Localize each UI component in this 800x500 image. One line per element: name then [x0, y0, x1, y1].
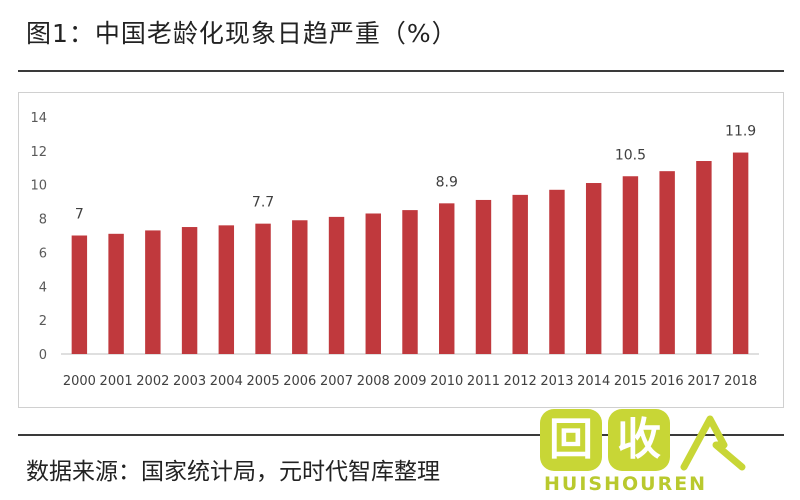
bar-2007	[328, 216, 345, 354]
bar-2008	[365, 213, 381, 354]
x-tick-label: 2017	[687, 374, 720, 389]
y-tick-label: 10	[30, 179, 47, 194]
y-tick-label: 6	[39, 246, 47, 261]
x-tick-label: 2015	[614, 374, 647, 389]
bar-2004	[218, 225, 235, 354]
data-label-2005: 7.7	[252, 195, 274, 211]
bar-2012	[512, 194, 528, 354]
bar-2014	[585, 183, 602, 354]
watermark-text: HUISHOUREN	[544, 473, 708, 495]
figure-title: 图1：中国老龄化现象日趋严重（%）	[26, 19, 458, 48]
bar-2011	[475, 199, 492, 354]
x-tick-label: 2002	[136, 374, 169, 389]
watermark-char-one: 回	[540, 409, 602, 471]
bottom-divider	[18, 434, 784, 436]
bar-2000	[71, 235, 88, 354]
bar-2010	[439, 203, 455, 354]
bar-2006	[292, 220, 308, 354]
watermark-char-two: 收	[608, 409, 670, 471]
bar-2016	[659, 171, 675, 354]
x-tick-label: 2004	[210, 374, 243, 389]
y-tick-label: 2	[39, 314, 47, 329]
x-tick-label: 2018	[724, 374, 757, 389]
data-label-2018: 11.9	[725, 124, 756, 140]
x-tick-label: 2006	[283, 374, 316, 389]
x-tick-label: 2007	[320, 374, 353, 389]
bar-2009	[402, 210, 418, 354]
data-label-2010: 8.9	[436, 174, 458, 190]
x-tick-label: 2009	[393, 374, 426, 389]
y-tick-label: 0	[39, 348, 47, 363]
bar-2001	[108, 233, 124, 354]
y-tick-label: 12	[30, 145, 47, 160]
bar-2005	[255, 223, 271, 354]
chart-area: 0 2 4 6 8 10 12 14 2000 2001 2002 2003 2004 2005 2006 2…	[18, 92, 784, 408]
x-tick-label: 2014	[577, 374, 610, 389]
x-tick-label: 2008	[357, 374, 390, 389]
y-tick-label: 4	[39, 280, 47, 295]
bar-2002	[145, 230, 161, 354]
data-label-2015: 10.5	[615, 147, 646, 163]
x-tick-label: 2000	[63, 374, 96, 389]
x-tick-label: 2010	[430, 374, 463, 389]
top-divider	[18, 70, 784, 72]
bar-2013	[549, 189, 565, 354]
data-source-note: 数据来源：国家统计局，元时代智库整理	[26, 459, 440, 485]
x-tick-label: 2016	[651, 374, 684, 389]
bar-2018	[732, 152, 749, 354]
x-tick-label: 2013	[540, 374, 573, 389]
bar-2017	[696, 161, 712, 354]
y-tick-label: 14	[30, 111, 47, 126]
x-tick-label: 2012	[504, 374, 537, 389]
x-tick-label: 2003	[173, 374, 206, 389]
watermark-logo: 回 收 HUISHOUREN	[540, 403, 760, 495]
y-tick-label: 8	[39, 213, 47, 228]
x-tick-label: 2005	[247, 374, 280, 389]
bar-2003	[181, 227, 198, 354]
x-tick-label: 2001	[100, 374, 133, 389]
bar-2015	[622, 176, 639, 354]
x-tick-label: 2011	[467, 374, 500, 389]
watermark-arrow-icon	[680, 415, 746, 471]
data-label-2000: 7	[75, 207, 84, 223]
